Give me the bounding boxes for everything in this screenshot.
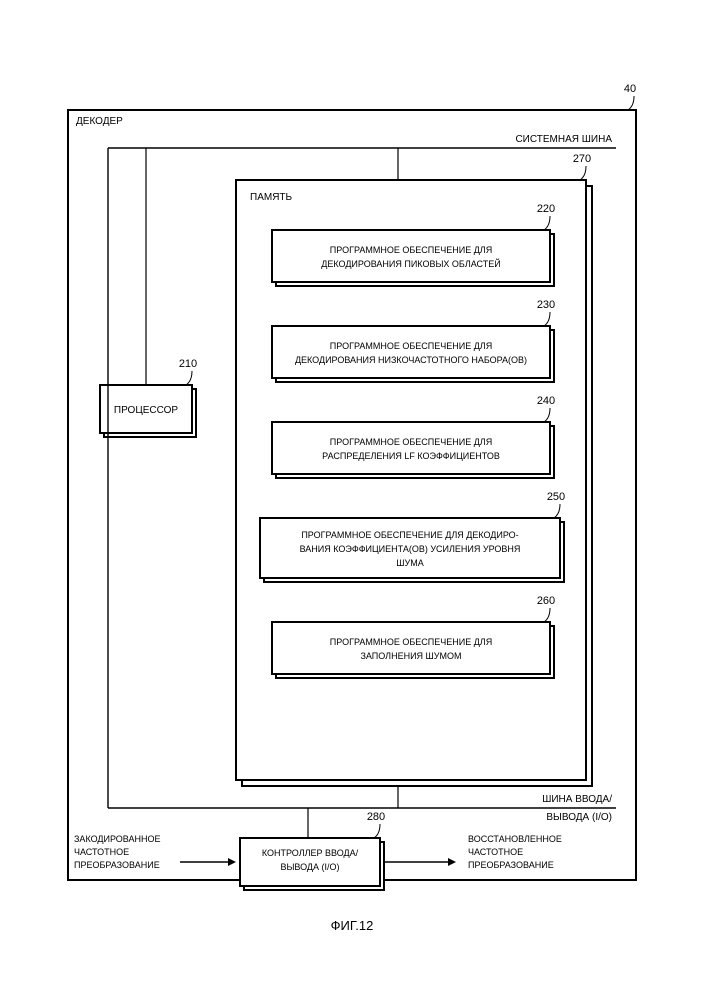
svg-text:СИСТЕМНАЯ ШИНА: СИСТЕМНАЯ ШИНА xyxy=(515,134,612,145)
svg-text:ВАНИЯ КОЭФФИЦИЕНТА(ОВ) УСИЛЕНИ: ВАНИЯ КОЭФФИЦИЕНТА(ОВ) УСИЛЕНИЯ УРОВНЯ xyxy=(300,544,521,554)
svg-text:ПРОГРАММНОЕ ОБЕСПЕЧЕНИЕ ДЛЯ ДЕ: ПРОГРАММНОЕ ОБЕСПЕЧЕНИЕ ДЛЯ ДЕКОДИРО- xyxy=(301,530,518,540)
svg-text:40: 40 xyxy=(624,83,636,95)
svg-text:280: 280 xyxy=(367,811,385,823)
svg-text:РАСПРЕДЕЛЕНИЯ LF КОЭФФИЦИЕНТОВ: РАСПРЕДЕЛЕНИЯ LF КОЭФФИЦИЕНТОВ xyxy=(322,451,500,461)
svg-text:ПРОГРАММНОЕ ОБЕСПЕЧЕНИЕ ДЛЯ: ПРОГРАММНОЕ ОБЕСПЕЧЕНИЕ ДЛЯ xyxy=(330,637,492,647)
svg-text:ПРЕОБРАЗОВАНИЕ: ПРЕОБРАЗОВАНИЕ xyxy=(468,860,554,870)
svg-text:210: 210 xyxy=(179,358,197,370)
svg-text:ПАМЯТЬ: ПАМЯТЬ xyxy=(250,192,293,203)
svg-text:ВЫВОДА (I/O): ВЫВОДА (I/O) xyxy=(280,862,339,872)
svg-text:ДЕКОДИРОВАНИЯ ПИКОВЫХ ОБЛАСТЕЙ: ДЕКОДИРОВАНИЯ ПИКОВЫХ ОБЛАСТЕЙ xyxy=(321,258,500,269)
svg-text:ФИГ.12: ФИГ.12 xyxy=(331,918,374,933)
svg-text:ДЕКОДЕР: ДЕКОДЕР xyxy=(76,116,123,127)
svg-text:ВОССТАНОВЛЕННОЕ: ВОССТАНОВЛЕННОЕ xyxy=(468,834,562,844)
svg-text:ПРОГРАММНОЕ ОБЕСПЕЧЕНИЕ ДЛЯ: ПРОГРАММНОЕ ОБЕСПЕЧЕНИЕ ДЛЯ xyxy=(330,245,492,255)
svg-text:КОНТРОЛЛЕР ВВОДА/: КОНТРОЛЛЕР ВВОДА/ xyxy=(262,848,359,858)
svg-text:ДЕКОДИРОВАНИЯ НИЗКОЧАСТОТНОГО: ДЕКОДИРОВАНИЯ НИЗКОЧАСТОТНОГО НАБОРА(ОВ) xyxy=(295,355,527,365)
svg-text:ПРОГРАММНОЕ ОБЕСПЕЧЕНИЕ ДЛЯ: ПРОГРАММНОЕ ОБЕСПЕЧЕНИЕ ДЛЯ xyxy=(330,437,492,447)
svg-text:ШИНА ВВОДА/: ШИНА ВВОДА/ xyxy=(542,794,612,805)
svg-text:ПРЕОБРАЗОВАНИЕ: ПРЕОБРАЗОВАНИЕ xyxy=(74,860,160,870)
svg-text:ЗАПОЛНЕНИЯ ШУМОМ: ЗАПОЛНЕНИЯ ШУМОМ xyxy=(360,651,461,661)
svg-text:240: 240 xyxy=(537,395,555,407)
svg-text:230: 230 xyxy=(537,299,555,311)
svg-text:ЗАКОДИРОВАННОЕ: ЗАКОДИРОВАННОЕ xyxy=(74,834,160,844)
svg-text:ЧАСТОТНОЕ: ЧАСТОТНОЕ xyxy=(468,847,523,857)
svg-text:260: 260 xyxy=(537,595,555,607)
svg-text:ЧАСТОТНОЕ: ЧАСТОТНОЕ xyxy=(74,847,129,857)
svg-text:250: 250 xyxy=(547,491,565,503)
svg-text:270: 270 xyxy=(573,153,591,165)
svg-text:ВЫВОДА (I/O): ВЫВОДА (I/O) xyxy=(546,812,612,823)
svg-text:ПРОГРАММНОЕ ОБЕСПЕЧЕНИЕ ДЛЯ: ПРОГРАММНОЕ ОБЕСПЕЧЕНИЕ ДЛЯ xyxy=(330,341,492,351)
svg-text:220: 220 xyxy=(537,203,555,215)
svg-text:ШУМА: ШУМА xyxy=(396,558,423,568)
svg-text:ПРОЦЕССОР: ПРОЦЕССОР xyxy=(114,405,178,416)
